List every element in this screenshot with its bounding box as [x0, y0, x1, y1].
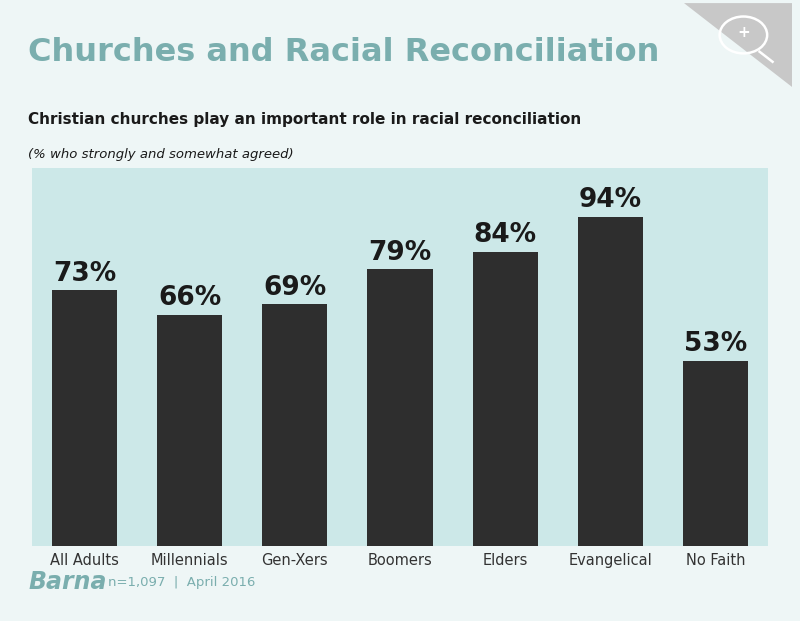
Text: 84%: 84%	[474, 222, 537, 248]
Text: 66%: 66%	[158, 286, 222, 312]
Text: Christian churches play an important role in racial reconciliation: Christian churches play an important rol…	[28, 112, 582, 127]
Text: Churches and Racial Reconciliation: Churches and Racial Reconciliation	[28, 37, 659, 68]
Text: 69%: 69%	[263, 275, 326, 301]
Text: 53%: 53%	[684, 331, 747, 357]
Text: +: +	[737, 25, 750, 40]
Polygon shape	[684, 3, 792, 87]
Text: 79%: 79%	[368, 240, 432, 266]
Bar	[52, 291, 117, 546]
Text: 94%: 94%	[578, 188, 642, 213]
Bar	[262, 304, 327, 546]
Text: Barna: Barna	[28, 571, 106, 594]
Bar	[578, 217, 643, 546]
Text: n=1,097  |  April 2016: n=1,097 | April 2016	[108, 576, 255, 589]
Bar	[683, 361, 748, 546]
Bar	[473, 252, 538, 546]
Text: 73%: 73%	[53, 261, 116, 287]
Text: (% who strongly and somewhat agreed): (% who strongly and somewhat agreed)	[28, 148, 294, 161]
Bar	[157, 315, 222, 546]
Bar	[367, 270, 433, 546]
